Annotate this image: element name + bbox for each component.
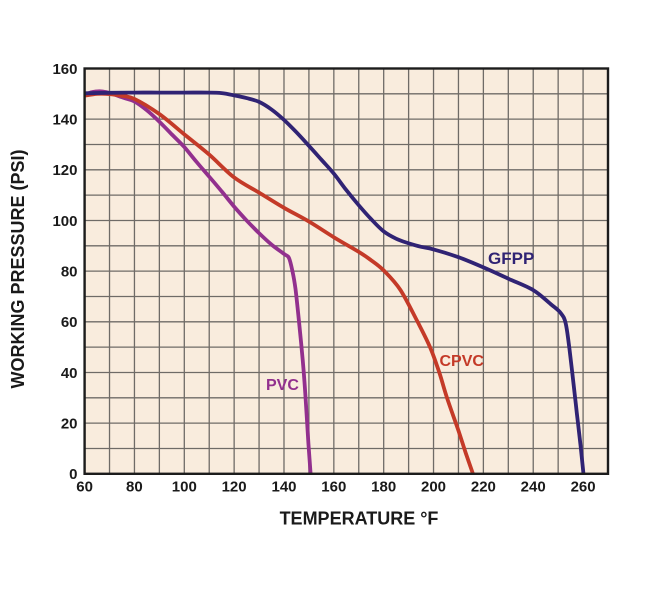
svg-text:260: 260 xyxy=(571,479,596,496)
svg-text:WORKING PRESSURE (PSI): WORKING PRESSURE (PSI) xyxy=(8,149,28,388)
svg-text:100: 100 xyxy=(172,479,197,496)
svg-text:GFPP: GFPP xyxy=(488,249,534,268)
svg-text:TEMPERATURE °F: TEMPERATURE °F xyxy=(280,509,439,529)
svg-text:60: 60 xyxy=(61,314,78,331)
svg-text:160: 160 xyxy=(52,61,77,78)
svg-text:60: 60 xyxy=(76,479,93,496)
svg-text:40: 40 xyxy=(61,365,78,382)
svg-text:CPVC: CPVC xyxy=(440,353,485,370)
svg-text:140: 140 xyxy=(271,479,296,496)
svg-text:120: 120 xyxy=(222,479,247,496)
svg-text:0: 0 xyxy=(69,466,77,483)
svg-text:200: 200 xyxy=(421,479,446,496)
svg-text:120: 120 xyxy=(52,162,77,179)
svg-text:240: 240 xyxy=(521,479,546,496)
svg-text:220: 220 xyxy=(471,479,496,496)
svg-text:140: 140 xyxy=(52,112,77,129)
svg-text:160: 160 xyxy=(321,479,346,496)
svg-text:20: 20 xyxy=(61,416,78,433)
svg-text:80: 80 xyxy=(126,479,143,496)
svg-text:80: 80 xyxy=(61,264,78,281)
svg-text:100: 100 xyxy=(52,213,77,230)
svg-text:PVC: PVC xyxy=(266,377,299,394)
svg-text:180: 180 xyxy=(371,479,396,496)
